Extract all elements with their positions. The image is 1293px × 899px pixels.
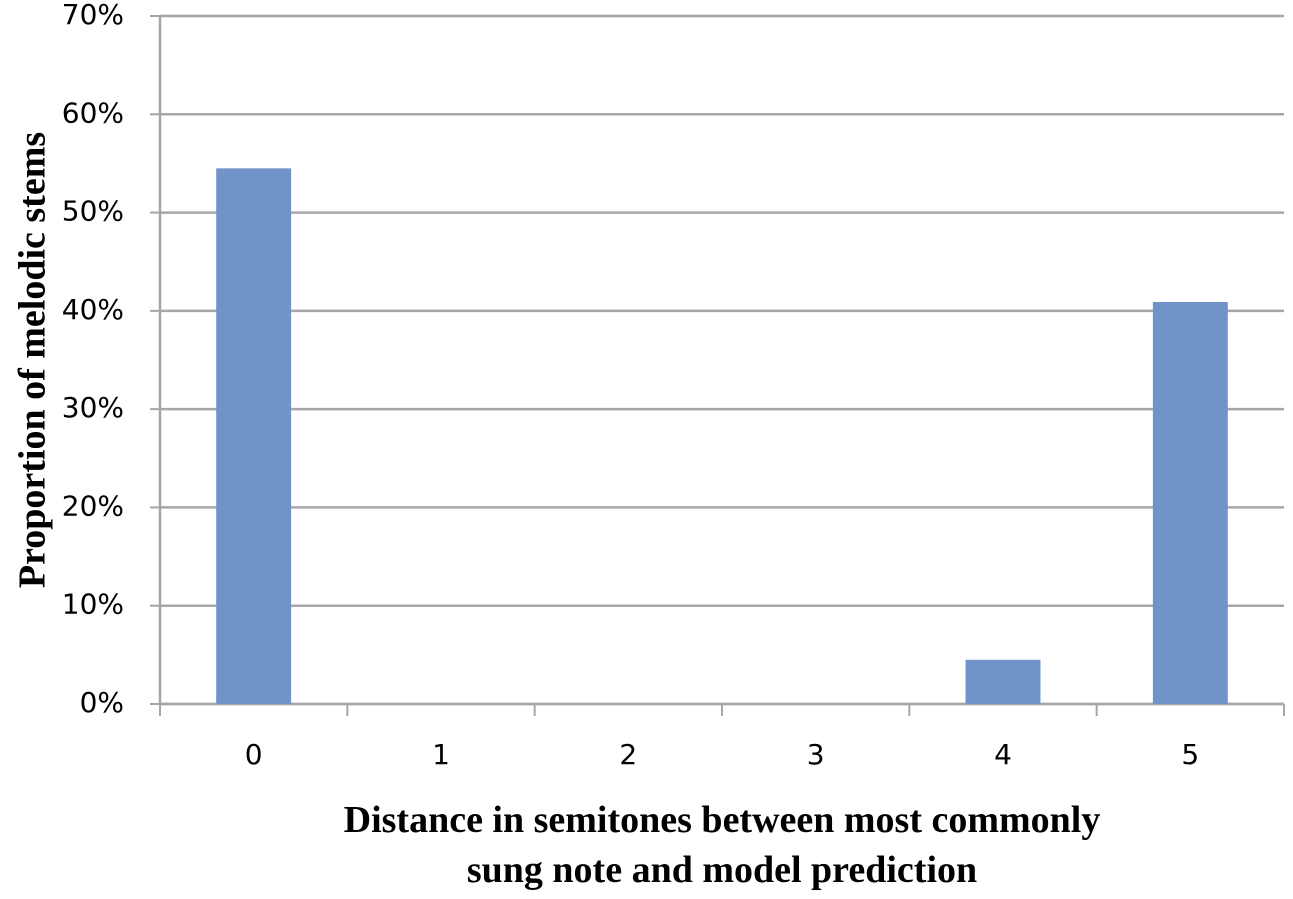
y-tick-label: 30% bbox=[62, 391, 124, 424]
bar bbox=[216, 168, 292, 705]
x-tick-label: 4 bbox=[994, 738, 1012, 771]
x-tick-label: 3 bbox=[807, 738, 825, 771]
y-tick-label: 40% bbox=[62, 293, 124, 326]
x-tick-label: 2 bbox=[619, 738, 637, 771]
y-tick-label: 50% bbox=[62, 195, 124, 228]
y-tick-label: 0% bbox=[80, 686, 124, 719]
y-tick-label: 60% bbox=[62, 96, 124, 129]
x-axis-title: sung note and model prediction bbox=[467, 849, 977, 891]
bar bbox=[965, 659, 1041, 704]
x-tick-label: 5 bbox=[1181, 738, 1199, 771]
y-tick-label: 70% bbox=[62, 0, 124, 31]
y-axis-title: Proportion of melodic stems bbox=[12, 132, 54, 588]
y-tick-label: 10% bbox=[62, 588, 124, 621]
x-tick-label: 0 bbox=[245, 738, 263, 771]
bar bbox=[1152, 302, 1228, 704]
x-tick-label: 1 bbox=[432, 738, 450, 771]
y-tick-label: 20% bbox=[62, 489, 124, 522]
x-axis-title: Distance in semitones between most commo… bbox=[344, 799, 1101, 841]
